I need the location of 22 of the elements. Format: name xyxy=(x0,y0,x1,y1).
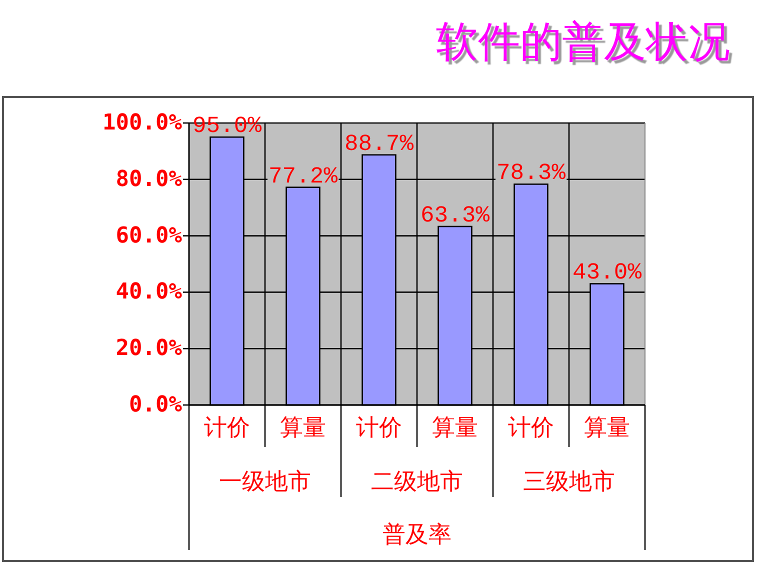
x-tick-label: 计价 xyxy=(356,415,402,441)
text: 三级地市 xyxy=(523,469,615,495)
data-label: 63.3% xyxy=(420,202,490,228)
y-tick-label: 40.0% xyxy=(116,280,183,305)
x-axis-title: 普及率 xyxy=(382,522,452,548)
data-label: 43.0% xyxy=(572,260,642,286)
text: 二级地市 xyxy=(371,469,463,495)
x-tick-label: 计价 xyxy=(508,415,554,441)
y-tick-label: 100.0% xyxy=(102,110,183,136)
x-tick-label: 算量 xyxy=(432,415,478,441)
text: 一级地市 xyxy=(219,469,311,495)
y-tick-label: 80.0% xyxy=(116,166,183,192)
chart-title: 软件的普及状况 xyxy=(436,16,730,68)
data-label: 88.7% xyxy=(344,130,414,157)
y-tick-label: 0.0% xyxy=(129,392,183,418)
x-tick-label: 算量 xyxy=(584,415,630,441)
y-tick-label: 20.0% xyxy=(116,336,183,362)
y-tick-label: 60.0% xyxy=(116,223,183,248)
x-tick-label: 算量 xyxy=(280,415,326,441)
data-label: 77.2% xyxy=(268,163,338,190)
data-label: 78.3% xyxy=(496,160,566,186)
x-tick-label: 计价 xyxy=(204,415,250,441)
